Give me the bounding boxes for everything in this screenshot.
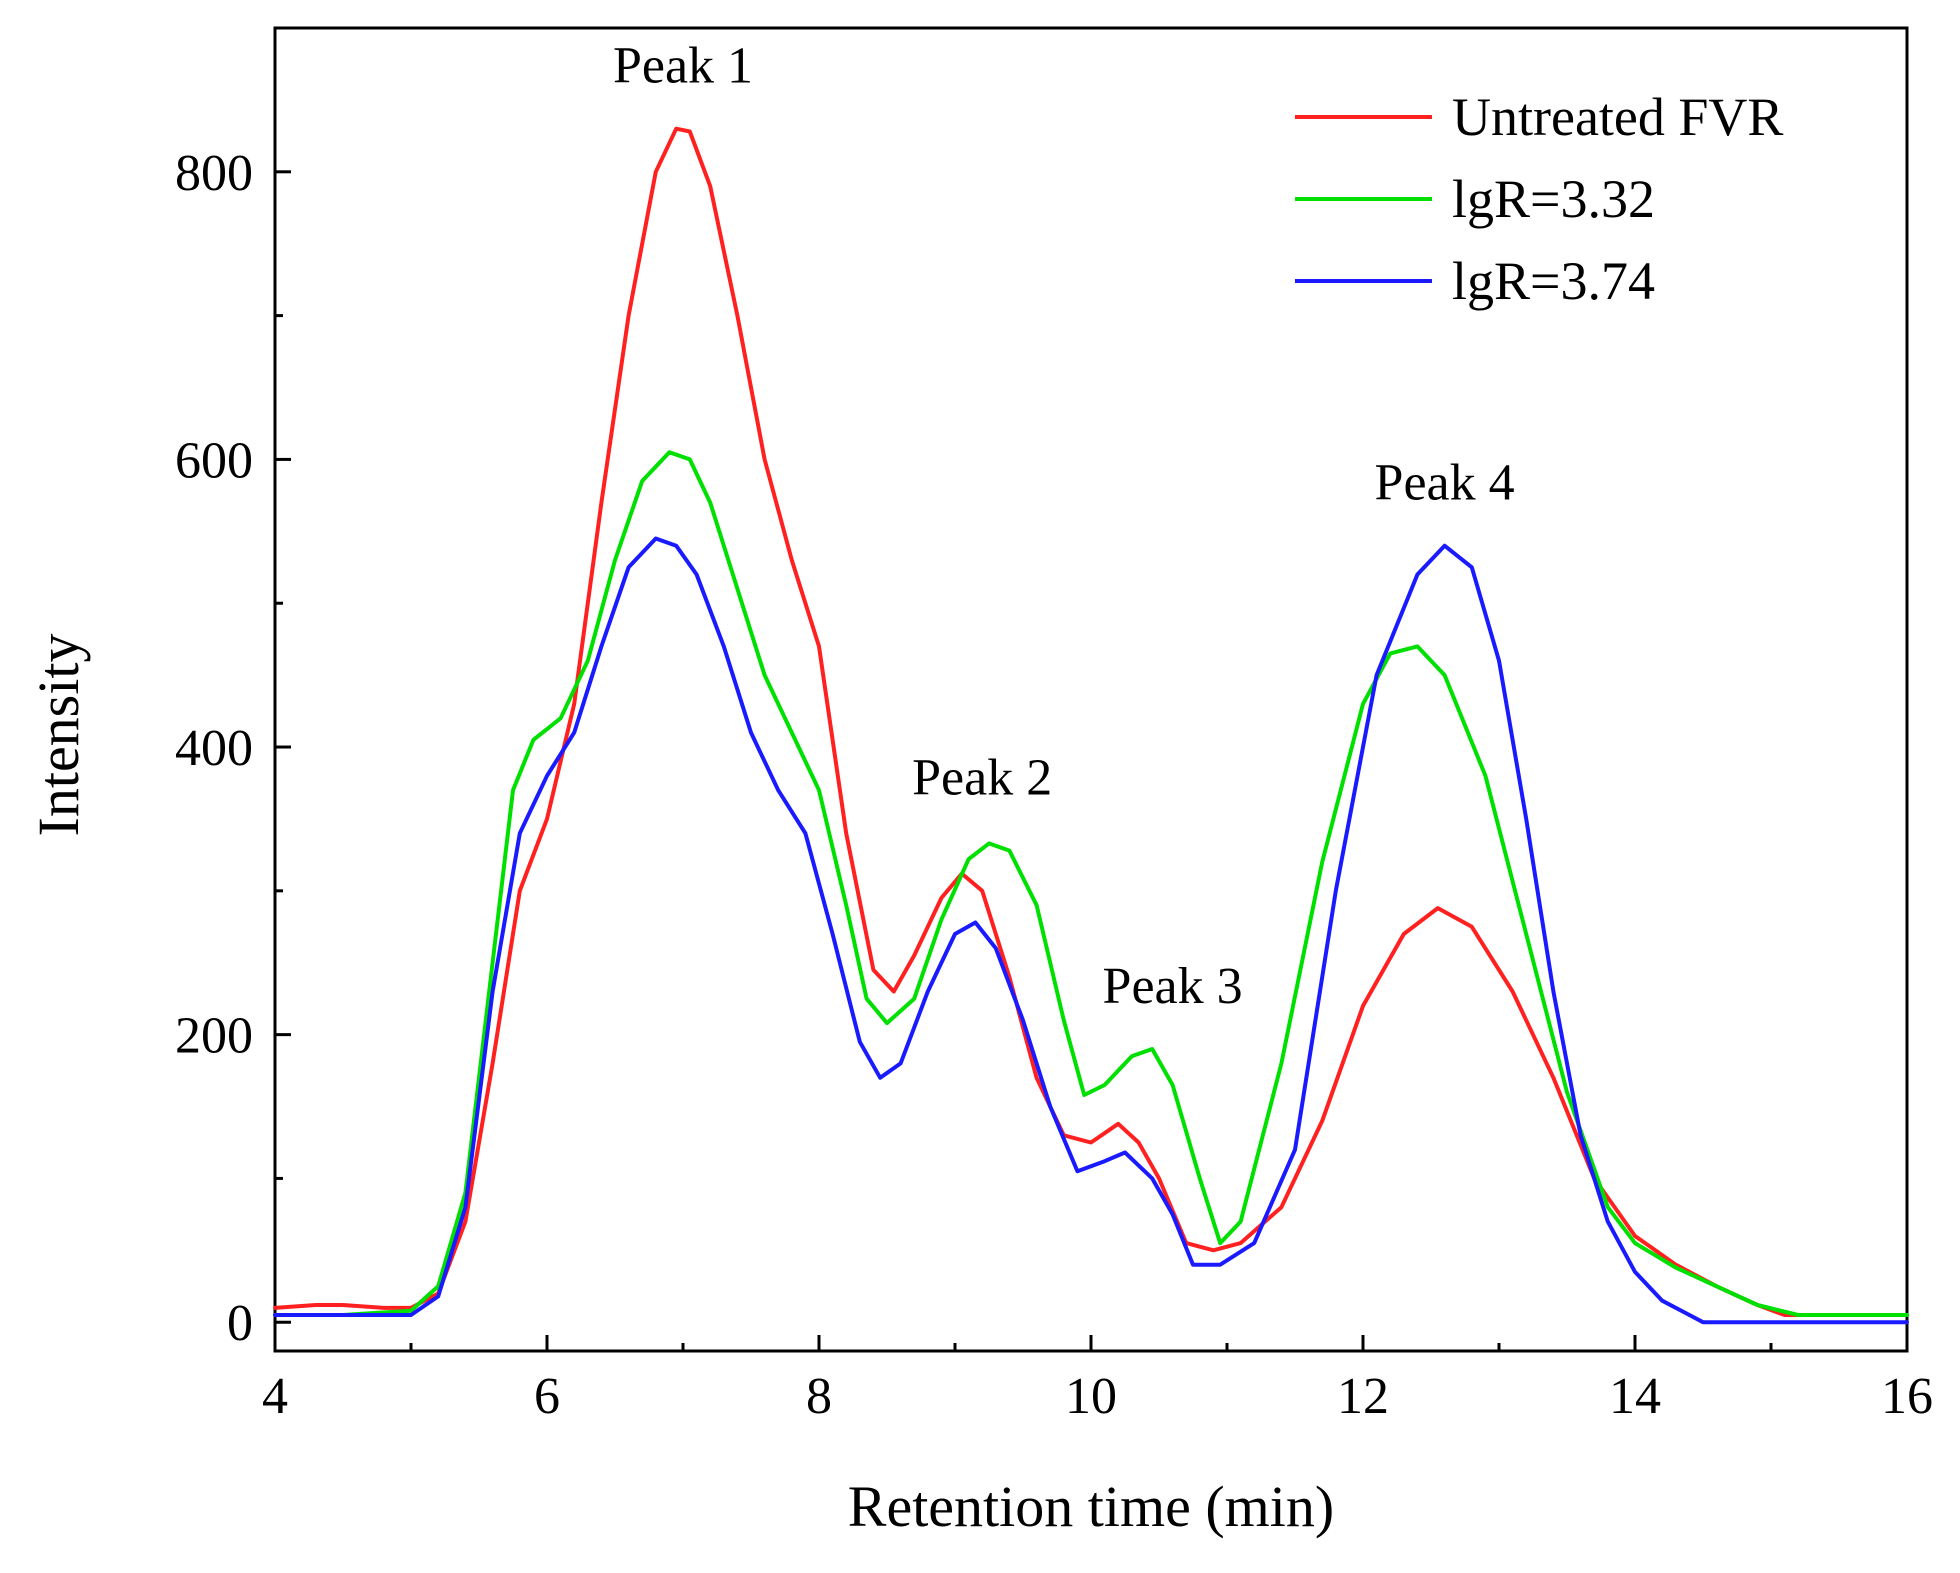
- peak-label: Peak 1: [613, 38, 753, 95]
- x-tick-label: 6: [534, 1368, 560, 1425]
- y-axis-label: Intensity: [26, 634, 91, 837]
- x-tick-label: 14: [1609, 1368, 1661, 1425]
- y-axis-ticks: 0 200 400 600 800: [175, 145, 291, 1352]
- legend-label-3: lgR=3.74: [1452, 251, 1655, 311]
- series-line-3: [273, 536, 1909, 1325]
- x-tick-label: 4: [262, 1368, 288, 1425]
- y-tick-label: 800: [175, 145, 253, 202]
- x-axis-label: Retention time (min): [848, 1474, 1334, 1539]
- y-tick-label: 600: [175, 432, 253, 489]
- legend-label-2: lgR=3.32: [1452, 169, 1655, 229]
- y-tick-label: 400: [175, 720, 253, 777]
- x-tick-label: 16: [1881, 1368, 1933, 1425]
- y-tick-label: 0: [227, 1295, 253, 1352]
- x-tick-label: 10: [1065, 1368, 1117, 1425]
- x-axis-ticks: 4 6 8 10 12 14 16: [262, 1335, 1933, 1425]
- peak-annotations: Peak 1 Peak 2 Peak 3 Peak 4: [613, 38, 1515, 1015]
- series-line-1: [273, 126, 1909, 1317]
- legend: Untreated FVR lgR=3.32 lgR=3.74: [1295, 87, 1783, 311]
- peak-label: Peak 3: [1103, 958, 1243, 1015]
- x-tick-label: 12: [1337, 1368, 1389, 1425]
- plot-frame: [273, 26, 1909, 1353]
- legend-label-1: Untreated FVR: [1452, 87, 1783, 147]
- peak-label: Peak 2: [912, 749, 1052, 806]
- y-tick-label: 200: [175, 1008, 253, 1065]
- x-tick-label: 8: [806, 1368, 832, 1425]
- peak-label: Peak 4: [1375, 455, 1515, 512]
- series-layer: [273, 126, 1909, 1325]
- series-line-2: [273, 450, 1909, 1317]
